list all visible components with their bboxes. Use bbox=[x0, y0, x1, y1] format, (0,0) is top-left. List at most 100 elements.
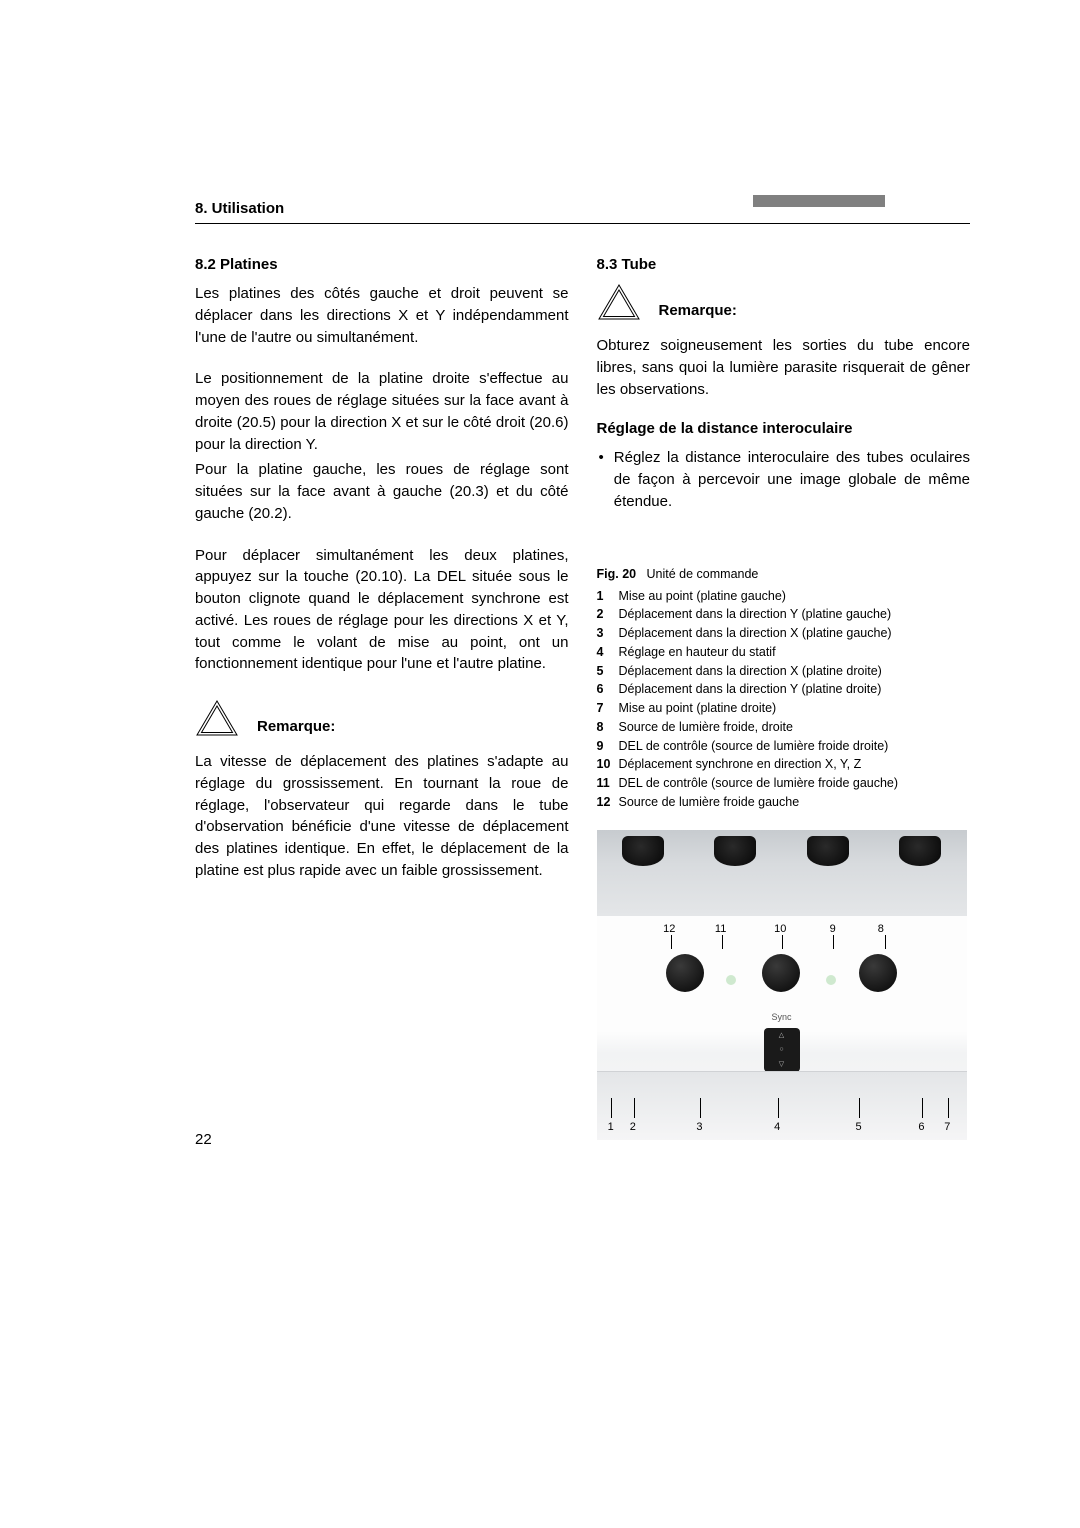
legend-text: Déplacement dans la direction Y (platine… bbox=[619, 605, 892, 624]
legend-num: 11 bbox=[597, 774, 619, 793]
mid-knob-row bbox=[597, 954, 967, 992]
left-column: 8.2 Platines Les platines des côtés gauc… bbox=[195, 256, 569, 1140]
callout-4: 4 bbox=[774, 1121, 780, 1133]
right-paragraph-1: Obturez soigneusement les sorties du tub… bbox=[597, 335, 971, 400]
callout-tick bbox=[700, 1098, 701, 1118]
knob-12 bbox=[666, 954, 704, 992]
top-knob bbox=[807, 836, 849, 866]
page-number: 22 bbox=[195, 1131, 212, 1148]
legend-num: 5 bbox=[597, 662, 619, 681]
legend-text: Déplacement synchrone en direction X, Y,… bbox=[619, 755, 862, 774]
top-knob bbox=[622, 836, 664, 866]
callout-tick bbox=[671, 935, 672, 949]
legend-row: 9DEL de contrôle (source de lumière froi… bbox=[597, 737, 971, 756]
knob-10 bbox=[762, 954, 800, 992]
legend-num: 12 bbox=[597, 793, 619, 812]
legend-text: Déplacement dans la direction X (platine… bbox=[619, 662, 882, 681]
warning-triangle-icon bbox=[195, 699, 239, 737]
legend-text: Mise au point (platine droite) bbox=[619, 699, 777, 718]
figure-20-legend: 1Mise au point (platine gauche) 2Déplace… bbox=[597, 587, 971, 812]
figure-title: Unité de commande bbox=[647, 567, 759, 581]
callout-10: 10 bbox=[774, 923, 786, 935]
legend-num: 8 bbox=[597, 718, 619, 737]
bullet-item-1: Réglez la distance interoculaire des tub… bbox=[597, 447, 971, 512]
callout-tick bbox=[782, 935, 783, 949]
callout-6: 6 bbox=[918, 1121, 924, 1133]
legend-num: 6 bbox=[597, 680, 619, 699]
callout-2: 2 bbox=[630, 1121, 636, 1133]
callout-5: 5 bbox=[856, 1121, 862, 1133]
bullet-list-right: Réglez la distance interoculaire des tub… bbox=[597, 447, 971, 512]
callout-tick bbox=[922, 1098, 923, 1118]
callout-9: 9 bbox=[830, 923, 836, 935]
left-paragraph-3: Pour déplacer simultanément les deux pla… bbox=[195, 545, 569, 676]
section-8-2-title: 8.2 Platines bbox=[195, 256, 569, 273]
bullet-text: Réglez la distance interoculaire des tub… bbox=[614, 447, 970, 512]
rocker-switch: △○▽ bbox=[764, 1028, 800, 1072]
warning-triangle-icon bbox=[597, 283, 641, 321]
note-block-left: Remarque: bbox=[195, 699, 569, 737]
legend-text: Déplacement dans la direction Y (platine… bbox=[619, 680, 882, 699]
callout-tick bbox=[778, 1098, 779, 1118]
top-knob-row bbox=[597, 836, 967, 866]
legend-num: 10 bbox=[597, 755, 619, 774]
callout-3: 3 bbox=[696, 1121, 702, 1133]
left-paragraph-4: La vitesse de déplacement des platines s… bbox=[195, 751, 569, 882]
legend-num: 3 bbox=[597, 624, 619, 643]
legend-text: DEL de contrôle (source de lumière froid… bbox=[619, 774, 899, 793]
section-8-3-title: 8.3 Tube bbox=[597, 256, 971, 273]
top-knob bbox=[714, 836, 756, 866]
callout-7: 7 bbox=[944, 1121, 950, 1133]
legend-num: 2 bbox=[597, 605, 619, 624]
legend-row: 1Mise au point (platine gauche) bbox=[597, 587, 971, 606]
figure-20-caption: Fig. 20 Unité de commande bbox=[597, 567, 971, 581]
left-paragraph-1: Les platines des côtés gauche et droit p… bbox=[195, 283, 569, 348]
legend-row: 10Déplacement synchrone en direction X, … bbox=[597, 755, 971, 774]
left-paragraph-2a: Le positionnement de la platine droite s… bbox=[195, 368, 569, 455]
left-paragraph-2b: Pour la platine gauche, les roues de rég… bbox=[195, 459, 569, 524]
sync-label: Sync bbox=[771, 1012, 791, 1022]
legend-num: 7 bbox=[597, 699, 619, 718]
legend-row: 2Déplacement dans la direction Y (platin… bbox=[597, 605, 971, 624]
legend-row: 12Source de lumière froide gauche bbox=[597, 793, 971, 812]
legend-row: 3Déplacement dans la direction X (platin… bbox=[597, 624, 971, 643]
subsection-interocular-title: Réglage de la distance interoculaire bbox=[597, 420, 971, 437]
legend-num: 9 bbox=[597, 737, 619, 756]
page: 8. Utilisation 8.2 Platines Les platines… bbox=[0, 0, 1080, 1200]
note-block-right: Remarque: bbox=[597, 283, 971, 321]
top-knob bbox=[899, 836, 941, 866]
right-column: 8.3 Tube Remarque: Obturez soigneusement… bbox=[597, 256, 971, 1140]
callout-tick bbox=[722, 935, 723, 949]
callout-tick bbox=[859, 1098, 860, 1118]
legend-row: 6Déplacement dans la direction Y (platin… bbox=[597, 680, 971, 699]
two-column-layout: 8.2 Platines Les platines des côtés gauc… bbox=[195, 256, 970, 1140]
legend-text: Source de lumière froide, droite bbox=[619, 718, 793, 737]
figure-20-photo: Sync △○▽ 12 11 10 9 8 1 2 3 4 5 bbox=[597, 830, 967, 1140]
legend-text: Déplacement dans la direction X (platine… bbox=[619, 624, 892, 643]
legend-row: 7Mise au point (platine droite) bbox=[597, 699, 971, 718]
callout-tick bbox=[833, 935, 834, 949]
legend-text: DEL de contrôle (source de lumière froid… bbox=[619, 737, 889, 756]
callout-tick bbox=[634, 1098, 635, 1118]
note-label-left: Remarque: bbox=[257, 718, 335, 737]
callout-tick bbox=[611, 1098, 612, 1118]
knob-8 bbox=[859, 954, 897, 992]
legend-row: 4Réglage en hauteur du statif bbox=[597, 643, 971, 662]
callout-8: 8 bbox=[878, 923, 884, 935]
legend-row: 8Source de lumière froide, droite bbox=[597, 718, 971, 737]
legend-num: 1 bbox=[597, 587, 619, 606]
legend-text: Mise au point (platine gauche) bbox=[619, 587, 786, 606]
note-label-right: Remarque: bbox=[659, 302, 737, 321]
legend-num: 4 bbox=[597, 643, 619, 662]
callout-tick bbox=[885, 935, 886, 949]
callout-tick bbox=[948, 1098, 949, 1118]
figure-label: Fig. 20 bbox=[597, 567, 637, 581]
callout-1: 1 bbox=[608, 1121, 614, 1133]
legend-text: Réglage en hauteur du statif bbox=[619, 643, 776, 662]
device-bottom-shelf bbox=[597, 1071, 967, 1139]
callout-11: 11 bbox=[715, 923, 726, 935]
legend-row: 11DEL de contrôle (source de lumière fro… bbox=[597, 774, 971, 793]
callout-12: 12 bbox=[663, 923, 675, 935]
legend-text: Source de lumière froide gauche bbox=[619, 793, 800, 812]
legend-row: 5Déplacement dans la direction X (platin… bbox=[597, 662, 971, 681]
